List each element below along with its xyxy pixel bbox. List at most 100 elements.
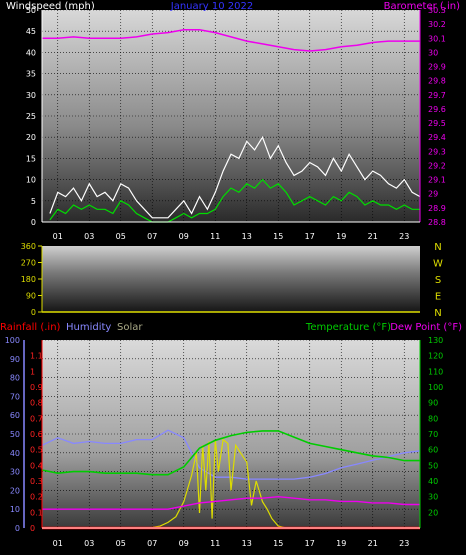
y-tick-label-direction: 270 (21, 259, 36, 268)
y-tick-label-rainfall: 0.9 (30, 383, 43, 392)
x-tick-label: 15 (273, 539, 283, 548)
y-tick-label-barometer: 30.2 (428, 20, 446, 29)
x-tick-label: 01 (53, 232, 63, 241)
y-tick-label-barometer: 29.6 (428, 105, 446, 114)
y-tick-label-humidity: 50 (10, 430, 20, 439)
humidity-axis-label: Humidity (66, 322, 111, 333)
y-tick-label-temperature: 120 (428, 352, 443, 361)
x-tick-label: 05 (116, 539, 126, 548)
y-tick-label-barometer: 29.4 (428, 133, 446, 142)
y-tick-label-temperature: 50 (428, 461, 438, 470)
y-tick-label-direction: 0 (31, 308, 36, 317)
y-tick-label-rainfall: 0.8 (30, 399, 43, 408)
y-tick-label-barometer: 29.5 (428, 119, 446, 128)
x-tick-label: 17 (305, 539, 315, 548)
y-tick-label-rainfall: 0.5 (30, 446, 43, 455)
y-tick-label-temperature: 100 (428, 383, 443, 392)
x-tick-label: 13 (242, 232, 252, 241)
y-tick-label-temperature: 40 (428, 477, 438, 486)
series-1 (42, 29, 421, 223)
y-tick-label-direction: 360 (21, 242, 36, 251)
y-tick-label-windspeed: 40 (26, 48, 36, 57)
y-tick-label-rainfall: 0 (30, 524, 35, 533)
y-tick-label-windspeed: 30 (26, 91, 36, 100)
y-tick-label-humidity: 70 (10, 392, 20, 401)
temperature-line (41, 430, 420, 476)
y-tick-label-barometer: 28.9 (428, 204, 446, 213)
y-tick-label-temperature: 70 (428, 430, 438, 439)
humidity-line (41, 429, 421, 480)
compass-label: N (434, 308, 441, 319)
left-axis-label-1: Windspeed (mph) (6, 1, 95, 12)
y-tick-label-barometer: 29.3 (428, 147, 446, 156)
y-tick-label-rainfall: 0.1 (30, 508, 43, 517)
x-tick-label: 23 (399, 232, 409, 241)
solar-axis-label: Solar (117, 322, 143, 333)
y-tick-label-rainfall: 1.1 (30, 352, 43, 361)
y-tick-label-barometer: 29.2 (428, 161, 446, 170)
y-tick-label-barometer: 30.3 (428, 6, 446, 15)
wind-average-line (49, 178, 420, 223)
y-tick-label-humidity: 40 (10, 449, 20, 458)
right-axis-label-1: Barometer (.in) (384, 1, 460, 12)
x-tick-label: 19 (336, 539, 346, 548)
y-tick-label-humidity: 20 (10, 486, 20, 495)
compass-label: N (434, 242, 441, 253)
y-tick-label-humidity: 10 (10, 505, 20, 514)
compass-label: W (433, 259, 443, 270)
y-tick-label-windspeed: 0 (31, 218, 36, 227)
plot-area-2 (42, 246, 420, 312)
y-tick-label-temperature: 20 (428, 508, 438, 517)
x-tick-label: 03 (84, 232, 94, 241)
y-tick-label-barometer: 29.9 (428, 63, 446, 72)
y-tick-label-temperature: 90 (428, 399, 438, 408)
x-tick-label: 11 (210, 232, 220, 241)
rainfall-axis-label: Rainfall (.in) (0, 322, 61, 333)
y-tick-label-temperature: 80 (428, 414, 438, 423)
y-tick-label-rainfall: 0.3 (30, 477, 43, 486)
y-tick-label-direction: 180 (21, 275, 36, 284)
x-tick-label: 23 (399, 539, 409, 548)
y-tick-label-rainfall: 0.2 (30, 493, 43, 502)
y-tick-label-barometer: 30.1 (428, 34, 446, 43)
y-tick-label-temperature: 110 (428, 367, 443, 376)
x-tick-label: 17 (305, 232, 315, 241)
compass-label: E (435, 292, 441, 303)
temperature-panel: 010203040506070809010000.10.20.30.40.50.… (0, 322, 462, 548)
grid-1 (42, 9, 420, 223)
y-tick-label-humidity: 60 (10, 411, 20, 420)
y-tick-label-barometer: 29.7 (428, 91, 446, 100)
y-tick-label-temperature: 130 (428, 336, 443, 345)
y-tick-label-humidity: 90 (10, 355, 20, 364)
wind-barometer-panel: 0510152025303540455028.828.92929.129.229… (6, 1, 460, 241)
y-tick-label-barometer: 29 (428, 190, 438, 199)
x-tick-label: 07 (147, 539, 157, 548)
y-tick-label-direction: 90 (26, 292, 36, 301)
x-tick-label: 11 (210, 539, 220, 548)
y-tick-label-barometer: 28.8 (428, 218, 446, 227)
y-tick-label-windspeed: 10 (26, 176, 36, 185)
y-tick-label-rainfall: 1 (30, 367, 35, 376)
y-tick-label-humidity: 30 (10, 468, 20, 477)
x-tick-label: 21 (368, 232, 378, 241)
x-tick-label: 07 (147, 232, 157, 241)
y-tick-label-barometer: 29.8 (428, 77, 446, 86)
y-tick-label-windspeed: 25 (26, 112, 36, 121)
y-tick-label-humidity: 100 (5, 336, 20, 345)
barometer-line (42, 29, 420, 52)
y-tick-label-rainfall: 0.6 (30, 430, 43, 439)
y-tick-label-windspeed: 50 (26, 6, 36, 15)
x-tick-label: 05 (116, 232, 126, 241)
x-tick-label: 09 (179, 539, 189, 548)
x-tick-label: 01 (53, 539, 63, 548)
y-tick-label-barometer: 30 (428, 48, 438, 57)
y-tick-label-windspeed: 5 (31, 197, 36, 206)
y-tick-label-barometer: 29.1 (428, 176, 446, 185)
compass-label: S (435, 275, 441, 286)
x-tick-label: 19 (336, 232, 346, 241)
ticks-1: 0510152025303540455028.828.92929.129.229… (26, 6, 446, 241)
y-tick-label-rainfall: 0.4 (30, 461, 43, 470)
ticks-3: 010203040506070809010000.10.20.30.40.50.… (5, 336, 444, 548)
y-tick-label-rainfall: 0.7 (30, 414, 43, 423)
